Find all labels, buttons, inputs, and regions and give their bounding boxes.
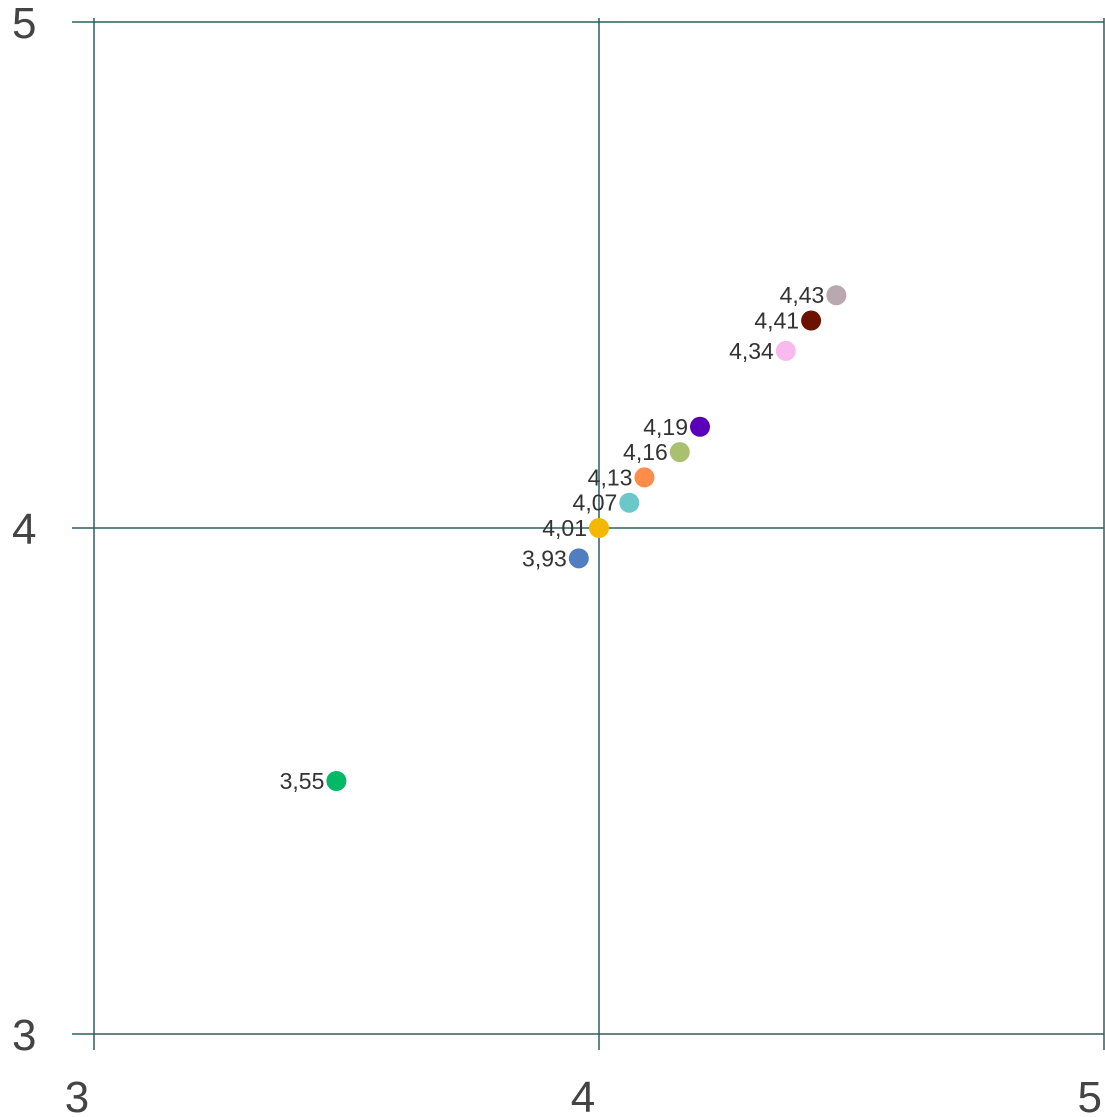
- data-label: 4,13: [588, 464, 633, 490]
- data-label: 4,43: [780, 282, 825, 308]
- data-label: 4,16: [623, 439, 668, 465]
- y-axis: 3 4 5: [12, 0, 36, 1060]
- data-point: [775, 340, 796, 361]
- data-label: 4,19: [643, 414, 688, 440]
- data-point: [826, 285, 847, 306]
- y-tick-label: 5: [12, 0, 36, 48]
- data-label: 4,41: [754, 308, 799, 334]
- data-point: [634, 467, 655, 488]
- data-point: [589, 518, 609, 538]
- grid-lines: [72, 18, 1105, 1050]
- x-axis: 3 4 5: [65, 1073, 1102, 1117]
- data-point: [801, 310, 822, 331]
- data-point: [669, 442, 690, 463]
- x-tick-label: 5: [1078, 1073, 1102, 1117]
- y-tick-label: 3: [12, 1011, 36, 1060]
- data-point: [690, 416, 710, 437]
- data-label: 4,01: [542, 515, 587, 541]
- data-point: [619, 492, 640, 513]
- y-tick-label: 4: [12, 505, 36, 554]
- data-point: [326, 771, 347, 791]
- data-point: [568, 548, 589, 569]
- data-label: 4,07: [573, 490, 618, 516]
- x-tick-label: 3: [65, 1073, 89, 1117]
- x-tick-label: 4: [571, 1073, 595, 1117]
- data-points: [326, 285, 847, 791]
- data-labels: 3,55 3,93 4,014,074,134,164,19 4,34 4,414,43: [280, 282, 825, 794]
- data-label: 4,34: [729, 338, 774, 364]
- data-label: 3,55: [280, 768, 325, 794]
- data-label: 3,93: [522, 545, 567, 571]
